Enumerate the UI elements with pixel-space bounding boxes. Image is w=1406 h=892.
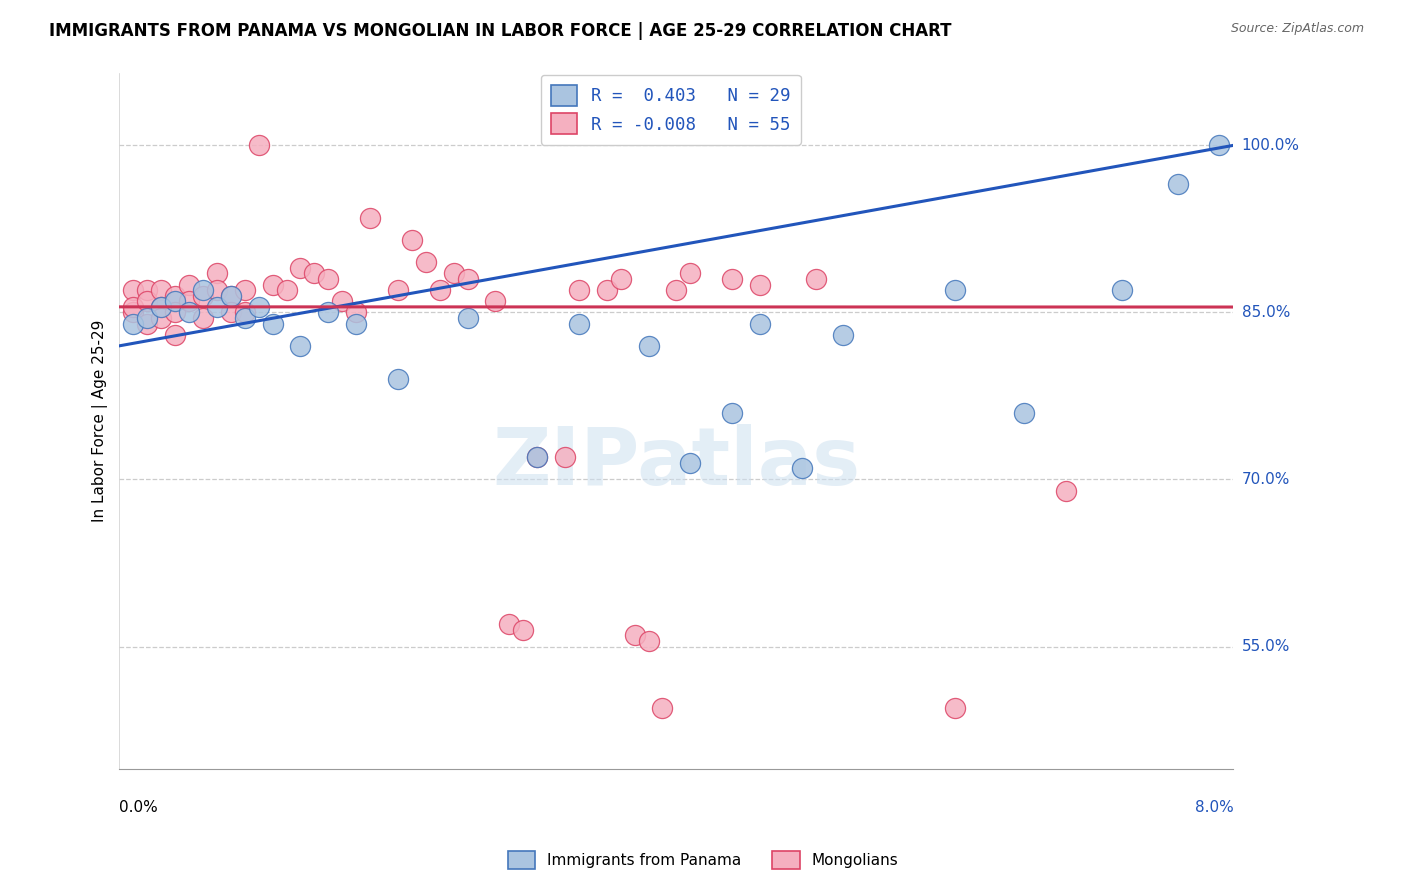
Point [637,634,659,648]
Point [651,700,673,714]
Point [387,283,409,297]
Point [136,283,159,297]
Point [150,300,173,314]
Point [262,317,284,331]
Point [219,305,242,319]
Point [457,310,479,325]
Point [748,317,770,331]
Point [943,700,966,714]
Point [191,310,214,325]
Point [1208,138,1230,153]
Point [233,310,256,325]
Point [609,272,631,286]
Point [276,283,298,297]
Point [359,211,381,225]
Text: IMMIGRANTS FROM PANAMA VS MONGOLIAN IN LABOR FORCE | AGE 25-29 CORRELATION CHART: IMMIGRANTS FROM PANAMA VS MONGOLIAN IN L… [49,22,952,40]
Text: 8.0%: 8.0% [1195,799,1233,814]
Text: 0.0%: 0.0% [120,799,159,814]
Point [205,300,228,314]
Point [596,283,619,297]
Point [344,317,367,331]
Point [443,267,465,281]
Text: 70.0%: 70.0% [1241,472,1289,487]
Point [721,272,744,286]
Point [665,283,688,297]
Point [498,617,520,632]
Point [512,623,534,637]
Point [219,289,242,303]
Point [304,267,326,281]
Point [150,283,173,297]
Point [219,289,242,303]
Point [191,283,214,297]
Point [344,305,367,319]
Point [415,255,437,269]
Point [247,300,270,314]
Point [262,277,284,292]
Point [943,283,966,297]
Point [290,260,312,275]
Legend: Immigrants from Panama, Mongolians: Immigrants from Panama, Mongolians [502,845,904,875]
Point [165,305,187,319]
Point [568,283,591,297]
Point [136,317,159,331]
Point [205,283,228,297]
Point [1111,283,1133,297]
Point [122,317,145,331]
Point [177,305,200,319]
Point [165,294,187,309]
Point [457,272,479,286]
Point [233,283,256,297]
Text: ZIPatlas: ZIPatlas [492,424,860,502]
Point [554,450,576,465]
Point [122,300,145,314]
Text: 100.0%: 100.0% [1241,138,1299,153]
Point [165,289,187,303]
Y-axis label: In Labor Force | Age 25-29: In Labor Force | Age 25-29 [93,320,108,522]
Point [804,272,827,286]
Point [136,310,159,325]
Point [679,267,702,281]
Point [316,272,339,286]
Point [177,277,200,292]
Point [122,305,145,319]
Point [316,305,339,319]
Point [748,277,770,292]
Point [721,406,744,420]
Point [136,294,159,309]
Point [790,461,813,475]
Point [191,289,214,303]
Text: Source: ZipAtlas.com: Source: ZipAtlas.com [1230,22,1364,36]
Text: 85.0%: 85.0% [1241,305,1289,320]
Text: 55.0%: 55.0% [1241,639,1289,654]
Point [401,233,423,247]
Point [526,450,548,465]
Point [637,339,659,353]
Point [150,300,173,314]
Point [330,294,353,309]
Point [387,372,409,386]
Point [1167,178,1189,192]
Point [1014,406,1036,420]
Point [832,327,855,342]
Legend: R =  0.403   N = 29, R = -0.008   N = 55: R = 0.403 N = 29, R = -0.008 N = 55 [541,75,801,145]
Point [165,327,187,342]
Point [150,310,173,325]
Point [233,305,256,319]
Point [122,283,145,297]
Point [177,294,200,309]
Point [679,456,702,470]
Point [205,267,228,281]
Point [623,628,645,642]
Point [247,138,270,153]
Point [568,317,591,331]
Point [484,294,506,309]
Point [429,283,451,297]
Point [1054,483,1077,498]
Point [526,450,548,465]
Point [290,339,312,353]
